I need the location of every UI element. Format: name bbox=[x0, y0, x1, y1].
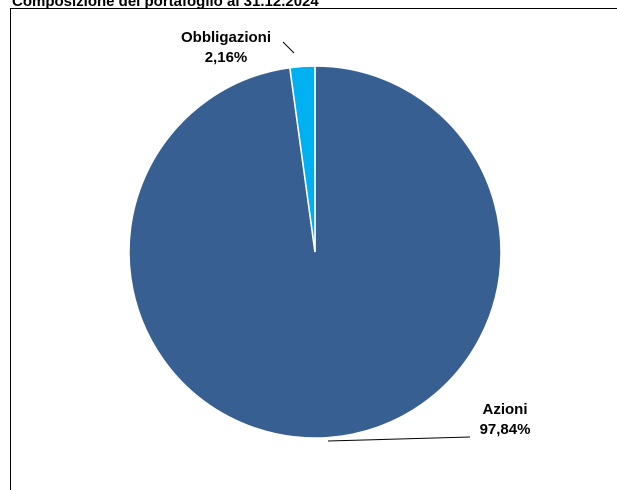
leader-line bbox=[327, 436, 471, 442]
leader-line bbox=[282, 41, 295, 54]
pie-slice bbox=[288, 65, 316, 253]
value-label: 2,16% bbox=[205, 49, 248, 66]
slice-label: Obbligazioni bbox=[181, 29, 271, 46]
value-label: 97,84% bbox=[480, 421, 531, 438]
chart-frame bbox=[10, 8, 617, 490]
chart-title: Composizione del portafoglio al 31.12.20… bbox=[12, 0, 319, 10]
slice-label: Azioni bbox=[483, 401, 528, 418]
